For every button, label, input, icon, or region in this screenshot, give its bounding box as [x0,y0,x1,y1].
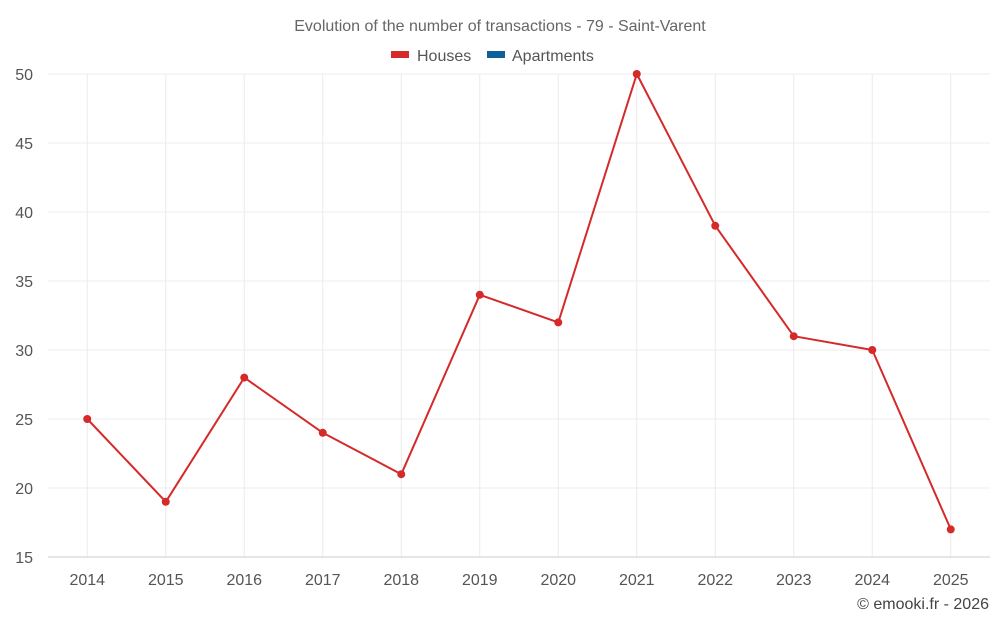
series-line-houses [86,73,952,530]
data-point-houses-2024[interactable] [868,346,877,354]
y-tick-label: 50 [15,67,33,84]
x-tick-label: 2016 [226,572,262,589]
x-tick-label: 2015 [148,572,184,589]
data-point-houses-2016[interactable] [240,373,249,382]
grid [48,73,990,558]
series-houses [83,70,955,534]
x-tick-label: 2018 [383,572,419,589]
data-point-houses-2017[interactable] [318,428,327,437]
legend-item-apartments[interactable]: Apartments [487,48,594,65]
x-tick-label: 2023 [776,572,812,589]
credit-text: © emooki.fr - 2026 [857,596,989,613]
y-tick-label: 30 [15,343,33,360]
data-point-houses-2019[interactable] [475,290,484,299]
y-tick-label: 25 [15,412,33,429]
data-point-houses-2014[interactable] [83,415,92,423]
y-tick-label: 20 [15,481,33,498]
legend-swatch-apartments [487,51,505,58]
data-point-houses-2023[interactable] [789,332,798,341]
data-point-houses-2015[interactable] [161,497,170,506]
legend-label-houses: Houses [417,48,471,65]
y-tick-label: 35 [15,274,33,291]
data-point-houses-2022[interactable] [711,221,720,230]
legend: Houses Apartments [391,48,594,65]
data-point-houses-2020[interactable] [554,318,563,327]
legend-swatch-houses [391,51,409,58]
data-point-houses-2018[interactable] [397,470,406,479]
x-tick-label: 2021 [619,572,655,589]
x-tick-label: 2025 [933,572,969,589]
y-tick-label: 45 [15,136,33,153]
legend-label-apartments: Apartments [512,48,594,65]
x-tick-label: 2020 [540,572,576,589]
y-tick-label: 40 [15,205,33,222]
data-point-houses-2021[interactable] [632,70,641,78]
x-tick-label: 2022 [697,572,733,589]
x-tick-label: 2017 [305,572,341,589]
y-tick-label: 15 [15,550,33,567]
x-tick-label: 2014 [69,572,105,589]
chart-title: Evolution of the number of transactions … [294,18,706,35]
x-tick-label: 2019 [462,572,498,589]
x-tick-label: 2024 [854,572,890,589]
data-point-houses-2025[interactable] [946,525,955,534]
legend-item-houses[interactable]: Houses [391,48,471,65]
